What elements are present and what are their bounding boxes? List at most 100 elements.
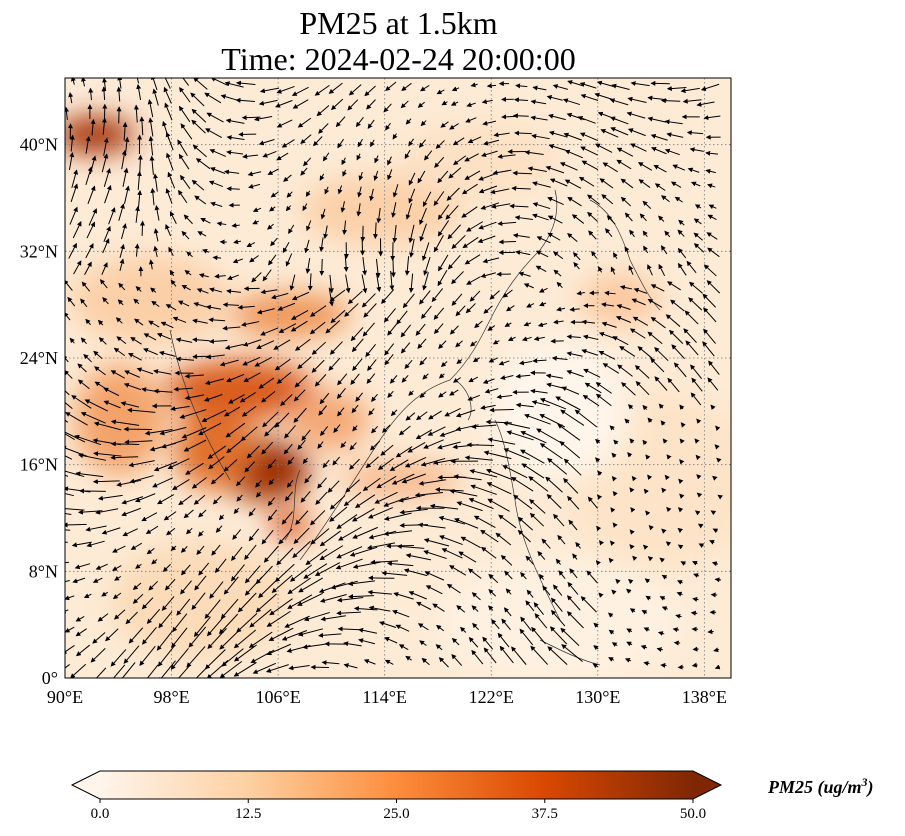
wind-arrow [86, 221, 95, 239]
wind-arrow [179, 409, 207, 419]
wind-arrow [247, 171, 262, 177]
wind-arrow [191, 477, 207, 489]
wind-arrow [191, 119, 206, 134]
wind-arrow [556, 306, 566, 312]
wind-arrow [664, 119, 683, 125]
wind-arrow [511, 185, 531, 191]
wind-arrow [276, 119, 293, 128]
wind-arrow [136, 367, 154, 375]
wind-arrow [561, 386, 580, 395]
x-tick-label: 114°E [362, 687, 407, 707]
wind-arrow [278, 323, 297, 333]
wind-arrow [259, 87, 280, 94]
wind-arrow [470, 484, 497, 495]
wind-arrow [186, 251, 193, 258]
wind-arrow [148, 117, 154, 137]
wind-arrow [69, 134, 75, 152]
wind-arrow [134, 493, 156, 503]
wind-arrow [284, 491, 293, 502]
wind-arrow [162, 78, 171, 89]
wind-arrow [376, 475, 397, 489]
wind-arrow [465, 117, 477, 123]
wind-arrow [264, 421, 279, 437]
wind-arrow [557, 423, 581, 441]
wind-arrow [183, 439, 207, 452]
wind-arrow [297, 439, 306, 450]
wind-arrow [200, 218, 211, 224]
wind-arrow [319, 173, 325, 181]
wind-arrow [208, 456, 225, 470]
wind-arrow [695, 454, 701, 461]
wind-arrow [661, 195, 670, 203]
wind-arrow [449, 389, 459, 396]
wind-arrow [539, 301, 547, 307]
wind-arrow [547, 197, 564, 206]
wind-arrow [130, 336, 142, 345]
wind-arrow [694, 204, 702, 210]
wind-arrow [65, 106, 69, 120]
wind-arrow [90, 118, 96, 136]
wind-arrow [612, 336, 629, 346]
wind-arrow [548, 113, 566, 121]
wind-arrow [431, 288, 444, 303]
wind-arrow [93, 350, 103, 360]
wind-arrow [515, 250, 531, 256]
wind-arrow [627, 96, 647, 103]
wind-arrow [693, 232, 703, 241]
wind-arrow [340, 441, 347, 449]
wind-arrow [166, 527, 176, 536]
wind-arrow [703, 328, 716, 344]
wind-arrow [329, 341, 343, 355]
wind-arrow [486, 83, 497, 89]
wind-arrow [595, 438, 601, 445]
wind-arrow [123, 382, 142, 391]
wind-arrow [702, 293, 717, 308]
wind-arrow [309, 321, 326, 335]
wind-arrow [73, 260, 82, 275]
wind-arrow [317, 477, 327, 489]
wind-arrow [352, 358, 363, 372]
wind-arrow [707, 377, 719, 391]
wind-arrow [116, 86, 122, 102]
wind-arrow [88, 208, 97, 226]
wind-arrow [577, 115, 596, 124]
wind-arrow [509, 203, 529, 209]
wind-arrow [629, 328, 646, 339]
wind-arrow [404, 149, 411, 160]
wind-arrow [267, 459, 276, 469]
wind-arrow [498, 360, 510, 366]
wind-arrow [520, 430, 547, 444]
wind-arrow [398, 494, 426, 503]
wind-arrow [225, 422, 246, 438]
wind-arrow [156, 333, 172, 340]
wind-arrow [547, 215, 563, 224]
wind-arrow [181, 230, 190, 240]
wind-arrow [545, 373, 563, 379]
wind-arrow [401, 82, 412, 91]
wind-arrow [262, 150, 277, 158]
wind-arrow [546, 94, 563, 101]
wind-arrow [328, 287, 334, 307]
wind-arrow [375, 272, 382, 293]
wind-arrow [530, 99, 547, 105]
wind-arrow [135, 205, 140, 223]
wind-arrow [539, 398, 567, 410]
wind-arrow [437, 220, 450, 237]
wind-arrow [180, 174, 191, 189]
wind-arrow [136, 170, 142, 191]
wind-arrow [683, 328, 697, 344]
wind-arrow [345, 479, 361, 493]
wind-arrow [453, 474, 482, 481]
wind-arrow [381, 289, 395, 304]
wind-arrow [596, 494, 603, 500]
x-tick-label: 138°E [682, 687, 727, 707]
longitude-axis: 90°E 98°E 106°E 114°E 122°E 130°E 138°E [47, 687, 727, 707]
wind-arrow [481, 150, 498, 158]
wind-arrow [239, 392, 256, 403]
wind-arrow [65, 522, 87, 528]
wind-arrow [243, 372, 261, 382]
wind-arrow [670, 299, 685, 312]
wind-arrow [147, 99, 154, 118]
wind-arrow [242, 339, 262, 347]
wind-arrow [521, 463, 545, 479]
